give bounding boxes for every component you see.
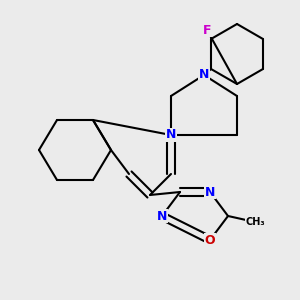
Text: N: N	[199, 68, 209, 82]
Text: CH₃: CH₃	[245, 217, 265, 227]
Text: N: N	[166, 128, 176, 142]
Text: N: N	[205, 185, 215, 199]
Text: N: N	[166, 128, 176, 142]
Text: O: O	[205, 233, 215, 247]
Text: N: N	[157, 209, 167, 223]
Text: F: F	[203, 23, 211, 37]
